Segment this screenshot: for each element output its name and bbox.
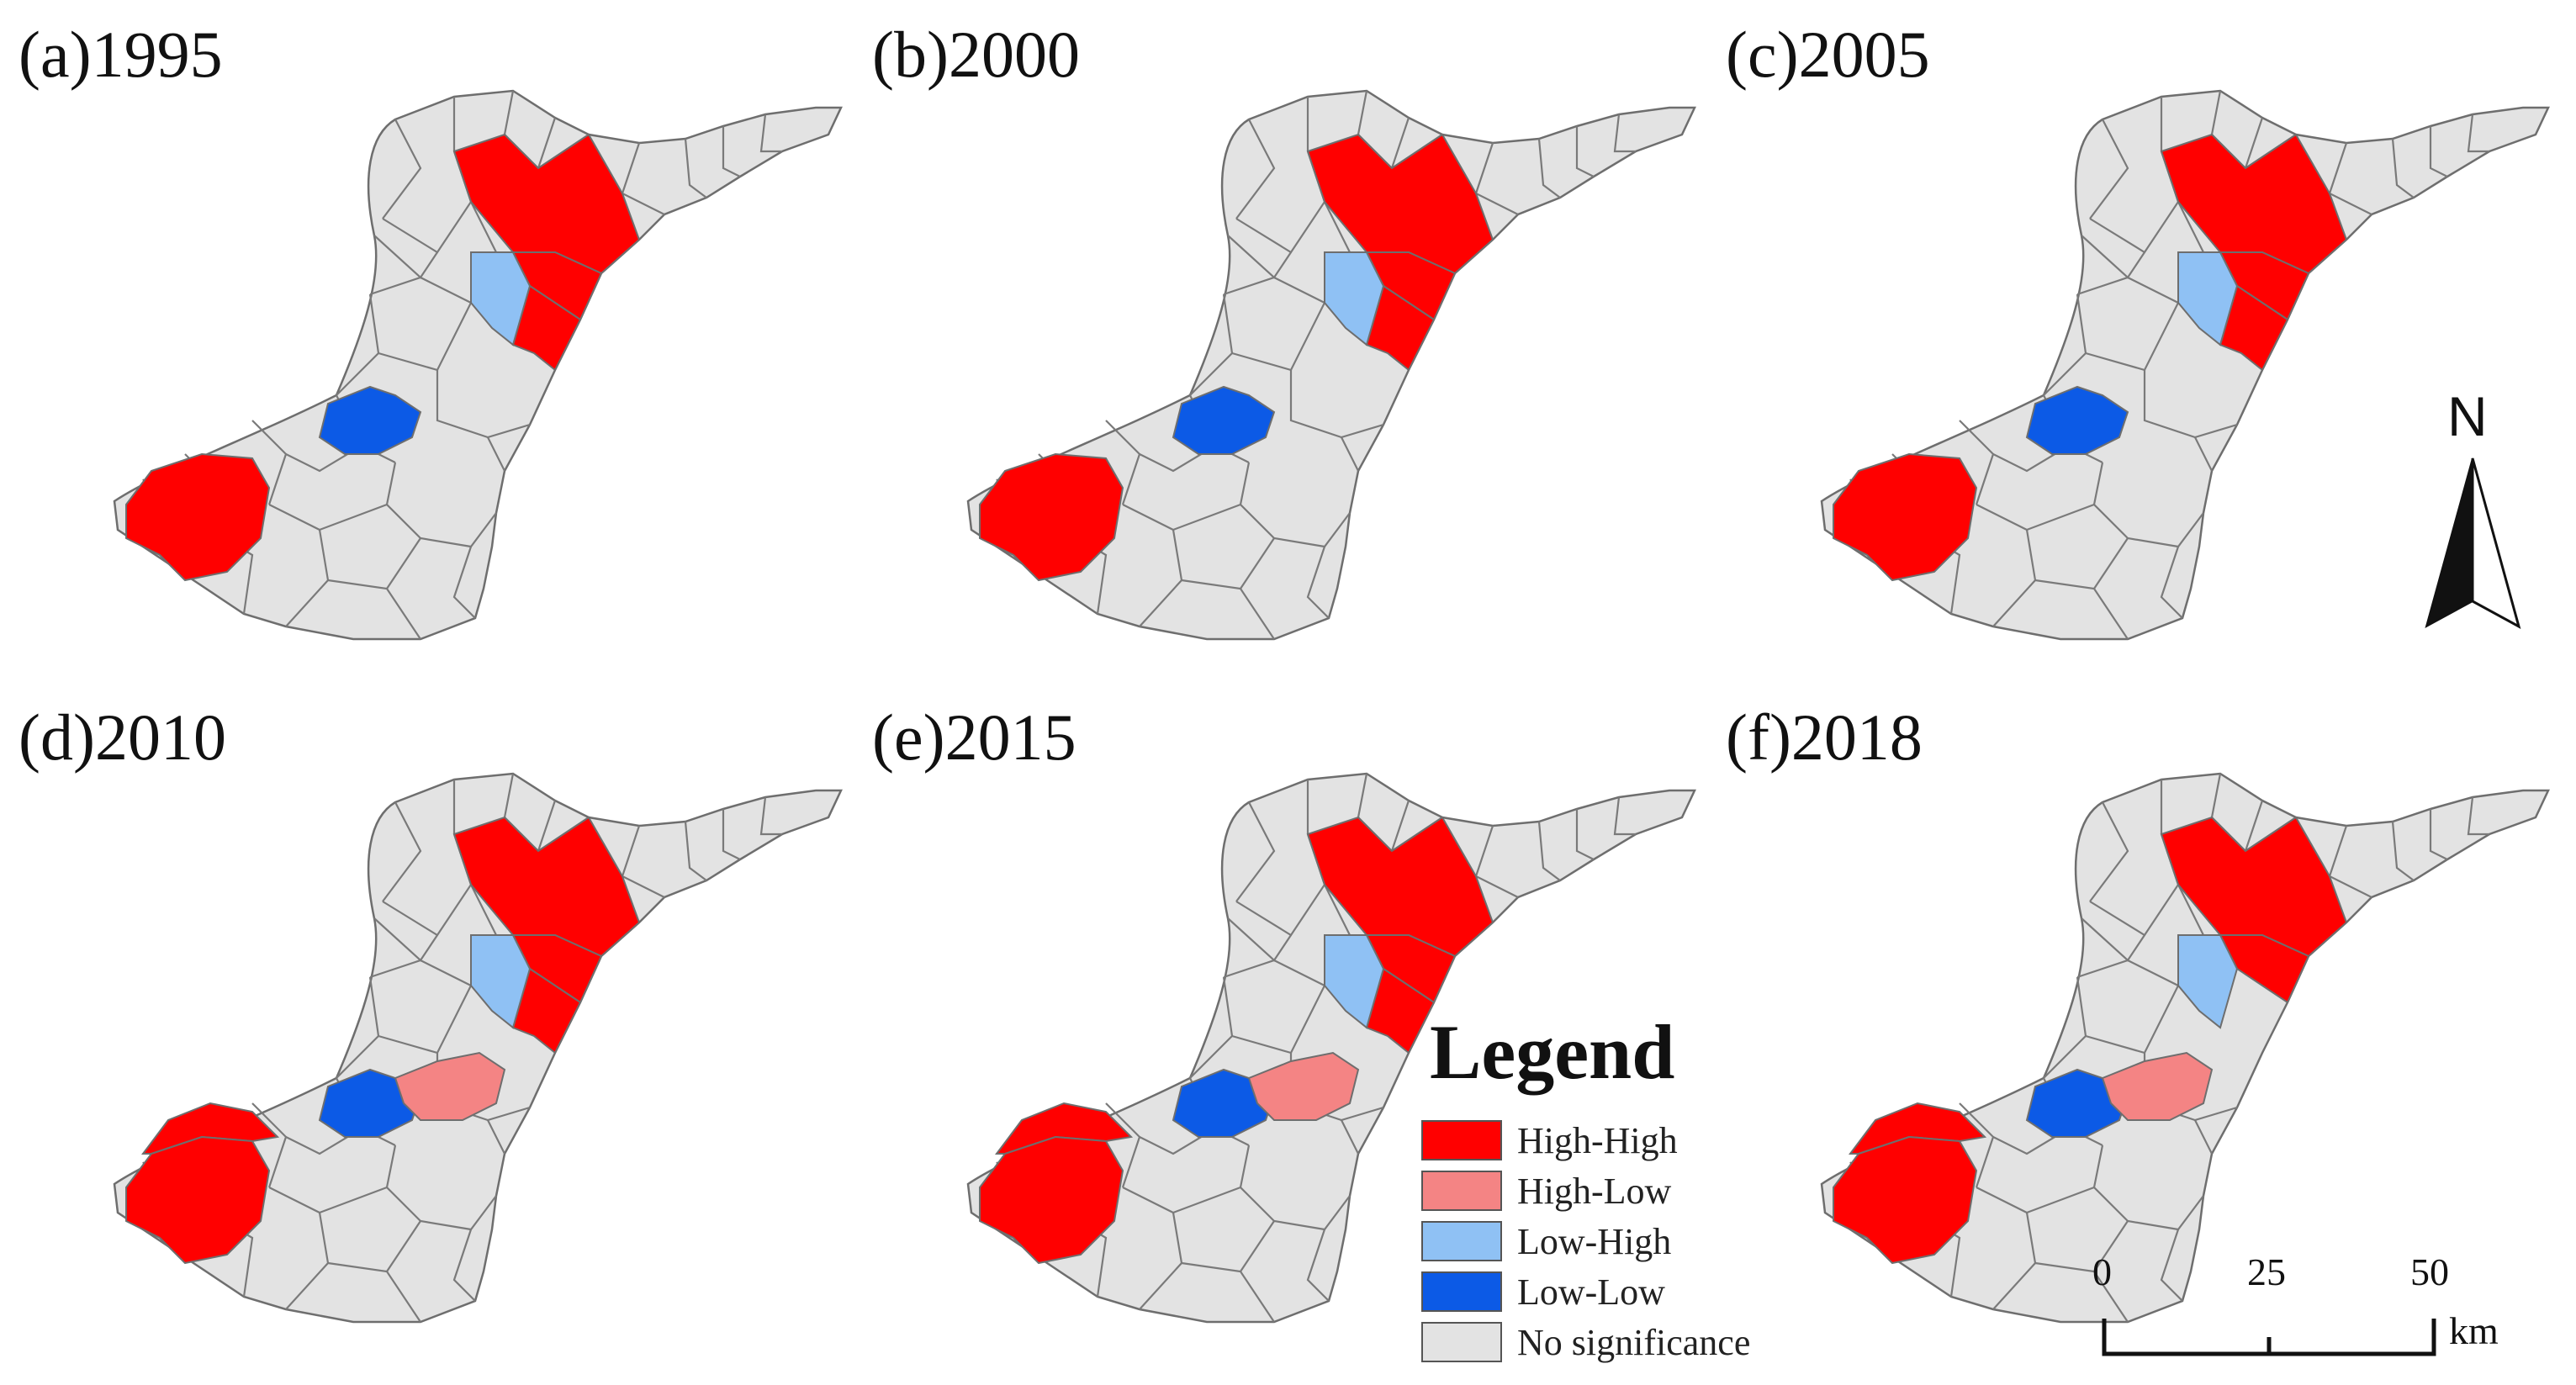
legend-item-low-low: Low-Low [1421, 1270, 1665, 1314]
legend-item-low-high: Low-High [1421, 1219, 1671, 1263]
legend-title: Legend [1430, 1009, 1675, 1095]
legend-swatch-high-high [1421, 1120, 1502, 1160]
map-panel-c [1820, 89, 2550, 641]
legend-label-low-high: Low-High [1517, 1220, 1672, 1262]
legend-swatch-low-low [1421, 1271, 1502, 1312]
legend-item-no-significance: No significance [1421, 1320, 1750, 1364]
panel-label-d: (d)2010 [19, 700, 226, 774]
panel-label-c: (c)2005 [1726, 18, 1930, 91]
panel-label-f: (f)2018 [1726, 700, 1923, 774]
legend-label-low-low: Low-Low [1517, 1271, 1665, 1313]
legend-item-high-low: High-Low [1421, 1169, 1671, 1213]
map-panel-b [966, 89, 1696, 641]
north-arrow-label: N [2447, 385, 2488, 447]
map-panel-d [113, 772, 843, 1324]
legend-label-no-significance: No significance [1517, 1321, 1751, 1363]
scale-bar [2102, 1319, 2436, 1356]
legend-swatch-no-significance [1421, 1322, 1502, 1362]
legend-swatch-high-low [1421, 1171, 1502, 1211]
legend-swatch-low-high [1421, 1221, 1502, 1261]
panel-label-e: (e)2015 [872, 700, 1076, 774]
panel-label-b: (b)2000 [872, 18, 1080, 91]
map-panels [113, 89, 2550, 1324]
legend-item-high-high: High-High [1421, 1118, 1678, 1162]
map-panel-f [1820, 772, 2550, 1324]
map-panel-a [113, 89, 843, 641]
scale-tick-25: 25 [2247, 1250, 2286, 1293]
scale-unit: km [2449, 1309, 2499, 1352]
scale-tick-0: 0 [2092, 1250, 2112, 1293]
legend-label-high-low: High-Low [1517, 1170, 1672, 1212]
scale-tick-50: 50 [2410, 1250, 2449, 1293]
north-arrow-icon [2425, 457, 2521, 630]
legend-label-high-high: High-High [1517, 1119, 1678, 1161]
panel-label-a: (a)1995 [19, 18, 223, 91]
